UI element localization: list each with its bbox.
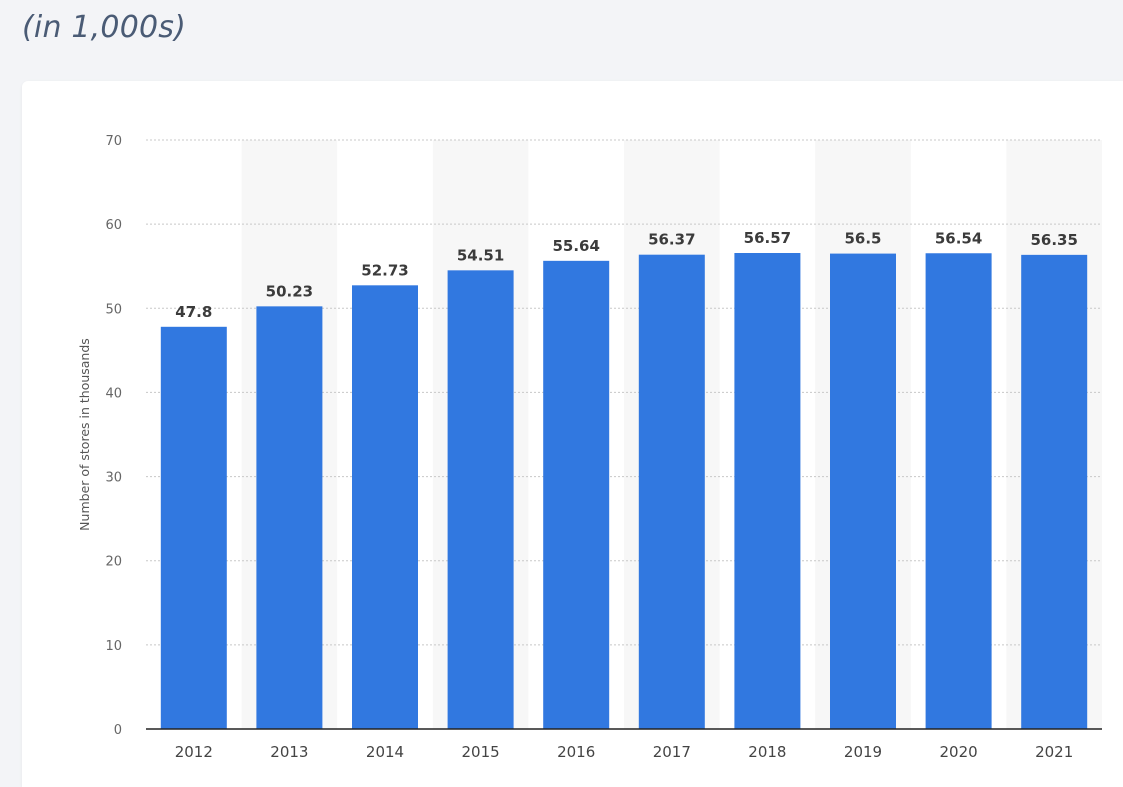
data-label-2015: 54.51: [457, 246, 504, 264]
data-label-2018: 56.57: [744, 229, 791, 247]
y-axis-title: Number of stores in thousands: [77, 338, 92, 531]
y-tick-label-50: 50: [105, 302, 122, 317]
data-label-2016: 55.64: [552, 237, 599, 255]
x-tick-label-2013: 2013: [270, 743, 308, 761]
bar-2014[interactable]: [352, 285, 418, 729]
x-tick-label-2016: 2016: [557, 743, 595, 761]
y-tick-label-30: 30: [105, 471, 122, 486]
y-tick-label-70: 70: [105, 134, 122, 149]
bar-2012[interactable]: [160, 326, 227, 729]
y-tick-label-60: 60: [105, 218, 122, 233]
data-label-2014: 52.73: [361, 261, 408, 279]
x-axis-ticks: 2012 2013 2014 2015 2016 2017 2018 2019 2020 2021: [175, 743, 1074, 761]
data-label-2021: 56.35: [1030, 231, 1077, 249]
data-label-2020: 56.54: [935, 229, 982, 247]
bar-2018[interactable]: [734, 253, 801, 730]
x-tick-label-2014: 2014: [366, 743, 404, 761]
bar-2015[interactable]: [447, 270, 514, 729]
data-labels: 47.8 50.23 52.73 54.51 55.64 56.37 56.57 56.5 56…: [175, 229, 1078, 321]
bar-2017[interactable]: [638, 254, 705, 730]
bar-2019[interactable]: [830, 253, 896, 730]
x-tick-label-2017: 2017: [653, 743, 691, 761]
bar-2013[interactable]: [256, 306, 323, 729]
chart-card: 0 10 20 30 40 50 60 70 47.8 50.23 52.73 54.51 55.64…: [22, 81, 1123, 787]
x-tick-label-2012: 2012: [175, 743, 213, 761]
bar-2016[interactable]: [543, 260, 610, 729]
y-axis-ticks: 0 10 20 30 40 50 60 70: [105, 134, 122, 738]
bar-2020[interactable]: [925, 253, 992, 729]
x-tick-label-2019: 2019: [844, 743, 882, 761]
data-label-2012: 47.8: [175, 303, 212, 321]
x-tick-label-2020: 2020: [940, 743, 978, 761]
x-tick-label-2018: 2018: [748, 743, 786, 761]
data-label-2019: 56.5: [844, 230, 881, 248]
bar-chart: 0 10 20 30 40 50 60 70 47.8 50.23 52.73 54.51 55.64…: [77, 134, 1102, 761]
bars: [160, 253, 1088, 730]
y-tick-label-20: 20: [105, 555, 122, 570]
data-label-2017: 56.37: [648, 231, 695, 249]
x-tick-label-2015: 2015: [462, 743, 500, 761]
chart-subtitle: (in 1,000s): [22, 10, 187, 45]
y-tick-label-0: 0: [114, 723, 122, 738]
y-tick-label-10: 10: [105, 639, 122, 654]
bar-2021[interactable]: [1021, 254, 1088, 730]
x-tick-label-2021: 2021: [1035, 743, 1073, 761]
y-tick-label-40: 40: [105, 386, 122, 401]
data-label-2013: 50.23: [266, 282, 313, 300]
